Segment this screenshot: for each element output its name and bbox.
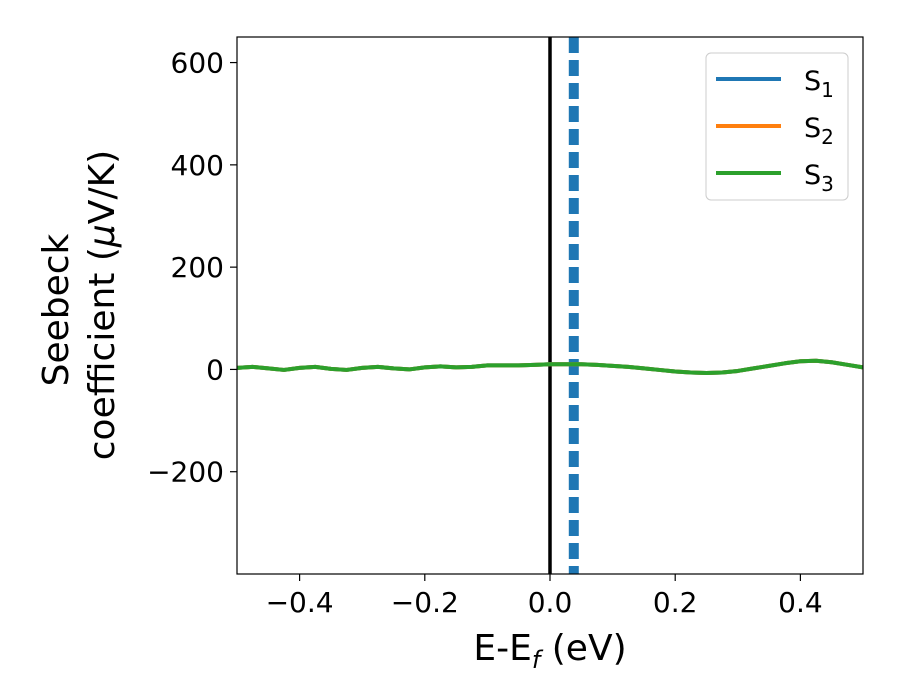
series-line-s3 (236, 358, 864, 376)
x-tick-label: 0.2 (653, 586, 698, 619)
x-axis: −0.4 −0.2 0.0 0.2 0.4 (266, 574, 823, 619)
y-tick-label: 400 (171, 149, 224, 182)
legend-label-s1: S1 (804, 66, 834, 102)
y-tick-label: −200 (147, 456, 224, 489)
legend-label-s3: S3 (804, 160, 834, 196)
plot-area (236, 37, 864, 574)
x-tick-label: 0.0 (528, 586, 573, 619)
x-tick-label: −0.2 (391, 586, 459, 619)
x-tick-label: −0.4 (266, 586, 334, 619)
legend-label-s2: S2 (804, 113, 834, 149)
y-tick-label: 0 (206, 353, 224, 386)
y-axis-label-line2: coefficient (μV/K) (82, 150, 123, 460)
x-axis-label: E-Ef (eV) (473, 628, 626, 674)
y-axis-label: Seebeck coefficient (μV/K) (36, 150, 123, 460)
y-axis: −200 0 200 400 600 (147, 47, 237, 489)
legend: S1 S2 S3 (705, 52, 849, 201)
y-axis-label-line1: Seebeck (36, 233, 77, 386)
x-tick-label: 0.4 (778, 586, 823, 619)
y-tick-label: 600 (171, 47, 224, 80)
y-tick-label: 200 (171, 251, 224, 284)
